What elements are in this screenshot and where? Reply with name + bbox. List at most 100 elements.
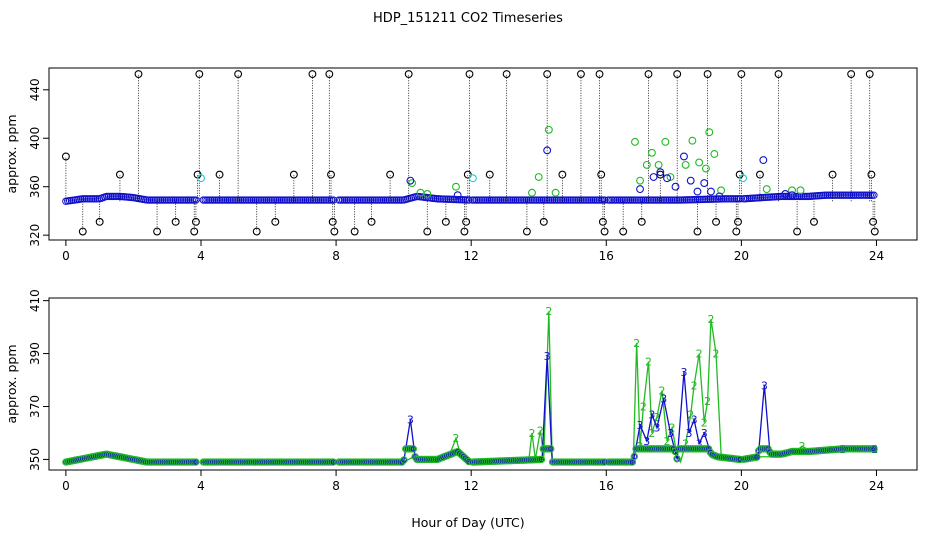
data-point (637, 217, 646, 226)
baseline-point (630, 196, 639, 204)
data-point (350, 227, 359, 236)
baseline-point (519, 196, 527, 204)
baseline-point (589, 196, 598, 204)
data-point (190, 227, 199, 236)
baseline-point (621, 196, 629, 204)
baseline-point (251, 196, 260, 204)
baseline-point (229, 196, 237, 204)
baseline-point (604, 196, 613, 204)
baseline-point (868, 445, 876, 453)
data-point (619, 227, 628, 236)
baseline-point (314, 196, 323, 204)
data-point (215, 170, 224, 179)
baseline-point (327, 196, 336, 204)
x-tick-label: 4 (197, 479, 205, 493)
baseline-point (255, 196, 263, 204)
baseline-point (394, 196, 403, 204)
y-tick-label: 350 (28, 448, 42, 471)
baseline-point (673, 196, 681, 204)
x-tick-label: 0 (62, 249, 70, 263)
baseline-point (309, 196, 317, 204)
data-point (134, 70, 143, 79)
x-tick-label: 0 (62, 479, 70, 493)
baseline-point (312, 196, 321, 204)
baseline-point (296, 196, 304, 204)
baseline-point (231, 196, 239, 204)
baseline-point (90, 195, 98, 203)
baseline-point (190, 196, 198, 204)
data-point (793, 227, 802, 236)
baseline-point-inner (871, 446, 877, 452)
baseline-point (84, 195, 92, 203)
series-point-label: 3 (637, 419, 644, 432)
data-point (649, 173, 658, 181)
baseline-point (377, 196, 386, 204)
baseline-point (301, 196, 310, 204)
data-point (404, 70, 413, 79)
baseline-point-inner (410, 446, 416, 452)
baseline-point (110, 192, 118, 201)
baseline-point (610, 196, 618, 204)
data-point (867, 170, 876, 179)
series-point-label: 2 (707, 313, 714, 326)
data-point (656, 168, 665, 177)
baseline-point (366, 196, 375, 204)
baseline-point (613, 196, 622, 204)
baseline-point (671, 196, 679, 204)
baseline-point (667, 445, 676, 453)
baseline-point (561, 196, 570, 204)
baseline-point (496, 196, 505, 204)
baseline-point (849, 191, 858, 199)
baseline-point (587, 196, 596, 204)
data-point (463, 170, 472, 179)
data-point (528, 188, 536, 197)
baseline-point (227, 196, 235, 204)
baseline-point (842, 191, 850, 199)
series-point-label: 3 (691, 414, 698, 427)
baseline-point (188, 196, 196, 204)
y-tick-label: 320 (28, 224, 42, 247)
baseline-point (483, 196, 492, 204)
baseline-point (548, 196, 557, 204)
baseline-point (264, 196, 273, 204)
data-point (732, 227, 741, 236)
baseline-point (223, 196, 232, 204)
series-point-label: 3 (761, 379, 768, 392)
baseline-point (153, 196, 161, 204)
baseline-point (329, 196, 338, 204)
baseline-point (262, 196, 271, 204)
baseline-point (498, 196, 507, 204)
data-point (755, 170, 764, 179)
baseline-point-inner (538, 456, 545, 463)
baseline-point (303, 196, 312, 204)
baseline-point (623, 196, 631, 204)
baseline-point (493, 196, 501, 204)
baseline-point (273, 196, 282, 204)
baseline-point (190, 458, 198, 466)
baseline-point (249, 196, 258, 204)
baseline-point (662, 196, 670, 204)
data-point (551, 188, 560, 197)
baseline-point (266, 196, 274, 204)
baseline-point-inner (754, 454, 760, 460)
data-point (673, 70, 682, 79)
data-point (631, 137, 639, 146)
baseline-point (357, 196, 365, 204)
baseline-point (372, 196, 380, 204)
baseline-point (294, 196, 302, 204)
baseline-point (831, 191, 839, 199)
baseline-point (199, 196, 208, 204)
bottom-y-axis-label: approx. ppm (4, 344, 19, 423)
bottom-y-axis: 350 370 390 410 (28, 289, 49, 471)
data-point (681, 160, 690, 169)
baseline-point (522, 196, 531, 204)
data-point (539, 217, 548, 226)
baseline-point (168, 196, 176, 204)
baseline-point (166, 196, 174, 204)
data-point (666, 173, 675, 181)
baseline-point (431, 455, 440, 464)
baseline-point (205, 196, 213, 204)
data-point (774, 70, 783, 79)
data-point (197, 174, 205, 183)
data-point (308, 70, 317, 79)
